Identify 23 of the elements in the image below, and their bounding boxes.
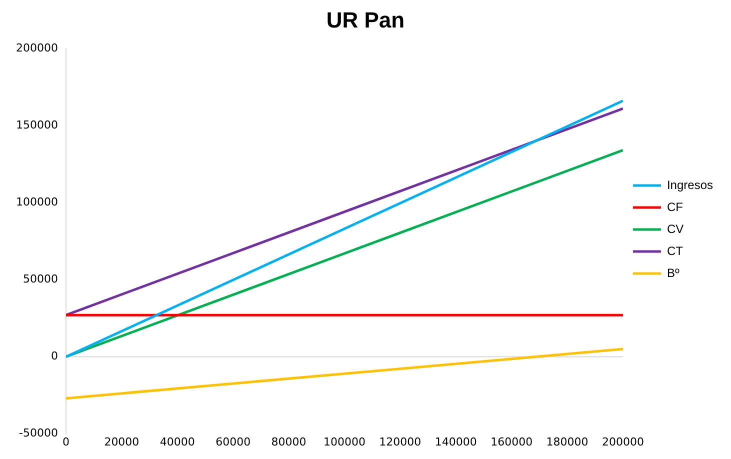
y-tick-label: 200000 <box>16 41 58 54</box>
legend-label: CV <box>666 222 684 236</box>
y-tick-label: 100000 <box>16 195 58 208</box>
y-tick-label: 150000 <box>16 118 58 132</box>
legend-label: CT <box>666 244 684 258</box>
legend-label: CF <box>666 200 683 214</box>
x-tick-label: 200000 <box>602 435 644 448</box>
y-tick-label: 0 <box>50 350 58 363</box>
y-tick-label: -50000 <box>19 426 58 440</box>
x-tick-label: 120000 <box>379 435 422 448</box>
x-tick-label: 20000 <box>104 435 140 448</box>
chart-title: UR Pan <box>326 7 405 32</box>
x-tick-label: 0 <box>62 435 70 448</box>
x-tick-label: 160000 <box>490 435 533 448</box>
x-tick-label: 60000 <box>216 435 251 448</box>
x-tick-label: 100000 <box>323 435 366 448</box>
x-tick-label: 80000 <box>271 435 306 448</box>
legend-label: Ingresos <box>666 178 714 192</box>
x-tick-label: 140000 <box>434 435 477 448</box>
x-tick-label: 40000 <box>160 435 195 448</box>
legend-label: Bº <box>666 266 680 280</box>
y-tick-label: 50000 <box>22 272 58 286</box>
x-tick-label: 180000 <box>546 435 588 448</box>
